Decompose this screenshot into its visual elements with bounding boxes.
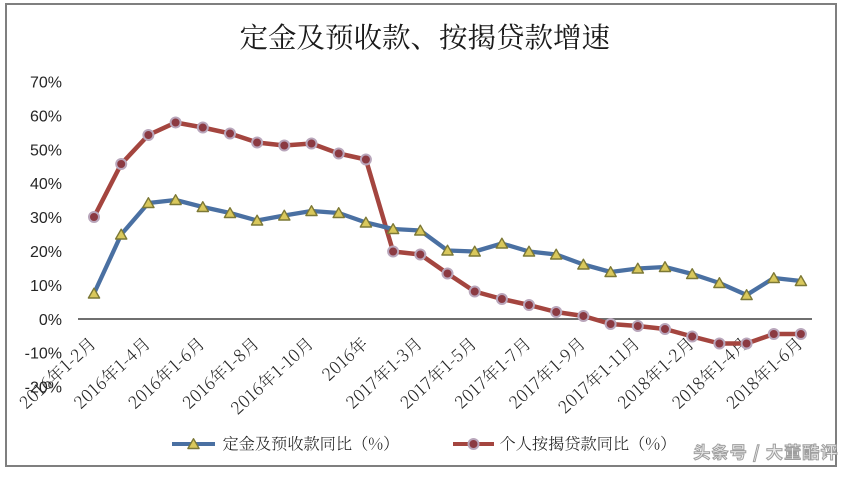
svg-text:0%: 0% [39,312,62,329]
svg-text:30%: 30% [30,210,62,227]
svg-text:50%: 50% [30,142,62,159]
svg-text:70%: 70% [30,75,62,92]
svg-text:60%: 60% [30,108,62,125]
svg-text:40%: 40% [30,176,62,193]
svg-text:10%: 10% [30,278,62,295]
svg-text:-10%: -10% [25,346,62,363]
svg-text:20%: 20% [30,244,62,261]
